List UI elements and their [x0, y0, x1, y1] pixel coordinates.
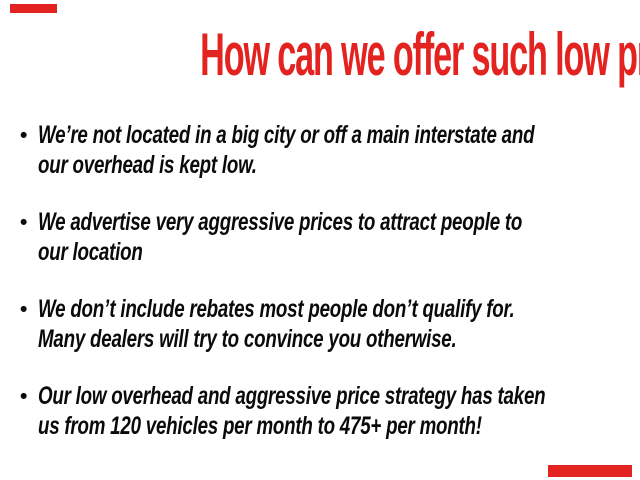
bullet-icon: • — [20, 385, 28, 408]
bullet-line: We advertise very aggressive prices to a… — [38, 208, 523, 236]
bullet-text: We don’t include rebates most people don… — [38, 295, 640, 354]
bullet-line: us from 120 vehicles per month to 475+ p… — [38, 411, 482, 440]
bullet-line: our location — [38, 237, 143, 266]
bullet-line: Many dealers will try to convince you ot… — [38, 324, 457, 353]
bullet-text: We advertise very aggressive prices to a… — [38, 208, 640, 267]
bullet-item: • We advertise very aggressive prices to… — [20, 208, 620, 267]
bullet-item: • We don’t include rebates most people d… — [20, 295, 620, 354]
bullet-item: • Our low overhead and aggressive price … — [20, 382, 620, 441]
bullet-icon: • — [20, 298, 28, 321]
bullet-icon: • — [20, 124, 28, 147]
bullet-line: We’re not located in a big city or off a… — [38, 121, 535, 149]
bullet-line: our overhead is kept low. — [38, 150, 257, 179]
bullet-text: Our low overhead and aggressive price st… — [38, 382, 640, 441]
bullet-icon: • — [20, 211, 28, 234]
headline-wrap: How can we offer such low prices? — [0, 21, 640, 88]
bullet-text: We’re not located in a big city or off a… — [38, 121, 640, 180]
bullet-list: • We’re not located in a big city or off… — [20, 121, 620, 469]
bullet-item: • We’re not located in a big city or off… — [20, 121, 620, 180]
bullet-line: We don’t include rebates most people don… — [38, 295, 515, 323]
top-left-accent-bar — [10, 4, 57, 13]
bullet-line: Our low overhead and aggressive price st… — [38, 382, 546, 410]
headline: How can we offer such low prices? — [200, 21, 640, 88]
bottom-right-accent-bar — [548, 465, 632, 477]
